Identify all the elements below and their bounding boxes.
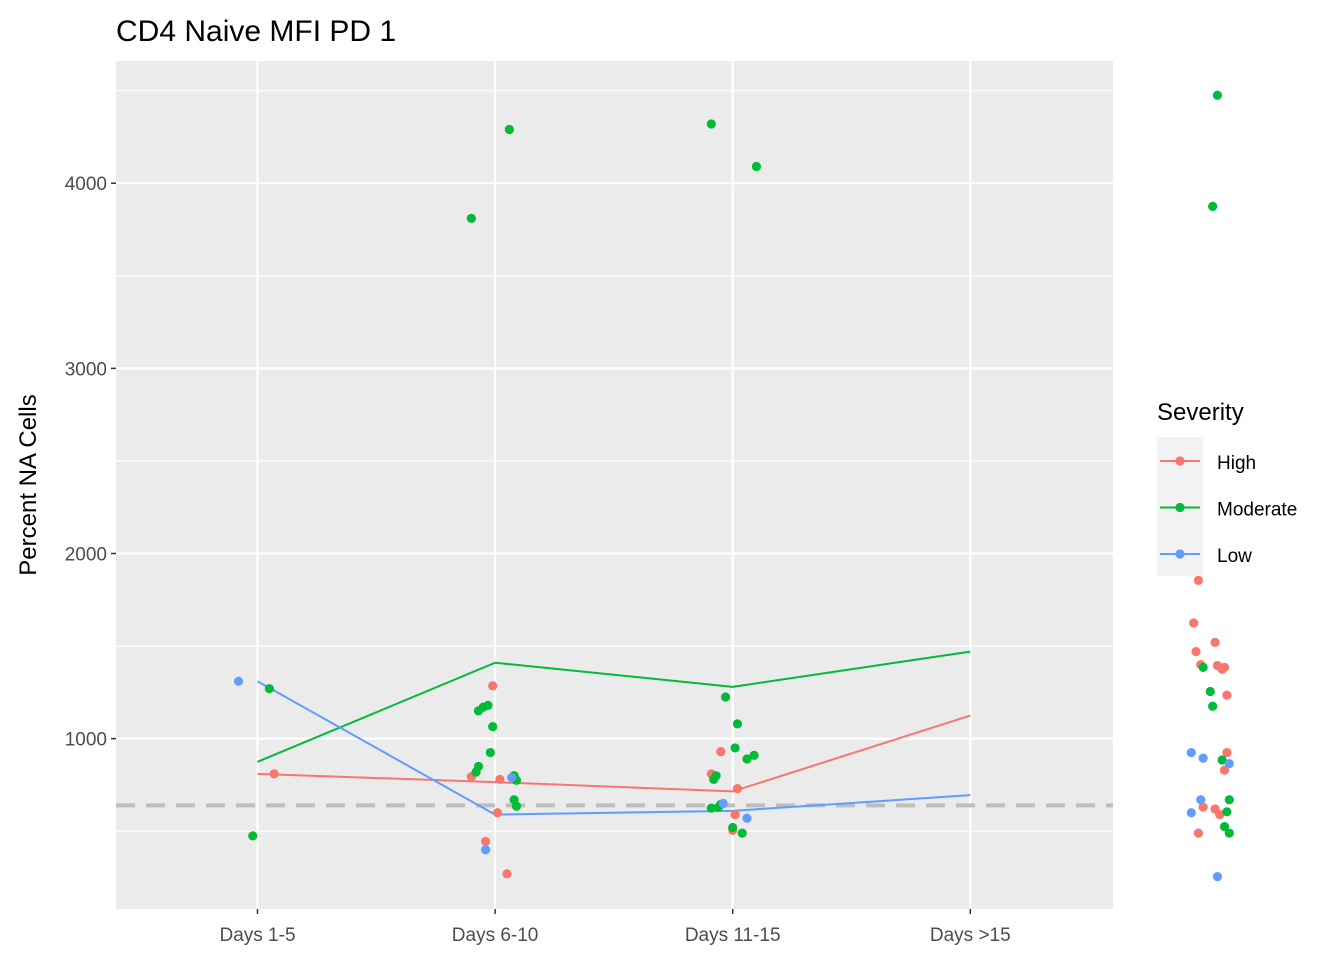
data-point-high <box>716 747 726 757</box>
data-point-high <box>1193 575 1203 585</box>
data-point-high <box>1193 828 1203 838</box>
data-point-low <box>507 772 517 783</box>
data-point-moderate <box>1208 701 1218 711</box>
data-point-moderate <box>1222 807 1232 817</box>
data-point-moderate <box>511 801 522 811</box>
data-point-moderate <box>742 754 752 764</box>
data-point-low <box>1186 808 1196 818</box>
chart-title: CD4 Naive MFI PD 1 <box>116 15 396 48</box>
legend-label-high: High <box>1217 453 1256 474</box>
data-point-moderate <box>720 692 731 702</box>
x-tick-label: Days >15 <box>930 925 1011 946</box>
data-point-moderate <box>751 161 762 172</box>
data-point-moderate <box>248 831 258 841</box>
data-point-moderate <box>749 750 759 760</box>
legend-key-point <box>1175 456 1185 466</box>
data-point-high <box>1219 765 1230 775</box>
data-point-moderate <box>706 803 716 813</box>
y-tick-label: 3000 <box>65 359 107 380</box>
data-point-high <box>488 681 498 691</box>
data-point-moderate <box>737 828 747 838</box>
data-point-high <box>495 774 505 784</box>
data-point-high <box>269 769 279 779</box>
data-point-low <box>1224 759 1234 769</box>
grid-minor <box>116 90 1113 832</box>
data-point-high <box>1189 618 1199 628</box>
y-tick-label: 4000 <box>65 174 107 195</box>
data-point-high <box>732 784 743 794</box>
series-lines <box>257 650 971 816</box>
data-point-moderate <box>732 719 743 729</box>
y-axis: 1000 2000 3000 4000 <box>65 174 116 751</box>
y-axis-label: Percent NA Cells <box>15 394 42 575</box>
data-point-high <box>502 869 512 879</box>
data-point-moderate <box>1208 201 1218 211</box>
data-point-moderate <box>1198 662 1208 672</box>
data-point-low <box>742 813 752 823</box>
data-point-high <box>480 836 491 847</box>
data-point-moderate <box>1224 828 1234 838</box>
x-tick-label: Days 11-15 <box>685 925 781 946</box>
data-point-low <box>480 845 491 855</box>
data-point-moderate <box>488 722 498 732</box>
data-point-moderate <box>473 761 484 772</box>
data-point-moderate <box>485 747 495 758</box>
data-point-high <box>1210 637 1220 647</box>
data-point-moderate <box>504 124 514 135</box>
data-point-moderate <box>1219 822 1230 832</box>
legend-title: Severity <box>1157 399 1244 426</box>
x-tick-label: Days 6-10 <box>452 925 539 946</box>
data-point-moderate <box>728 822 738 833</box>
legend-label-low: Low <box>1217 546 1252 567</box>
legend-key-point <box>1175 502 1185 513</box>
data-point-low <box>1198 753 1208 763</box>
legend-key-point <box>1175 549 1185 559</box>
series-line-moderate <box>257 650 971 763</box>
data-point-moderate <box>706 119 716 129</box>
grid-major <box>116 61 1113 909</box>
y-tick-label: 1000 <box>65 730 107 751</box>
data-point-low <box>1212 871 1223 882</box>
x-tick-label: Days 1-5 <box>219 925 295 946</box>
data-point-high <box>1215 809 1225 820</box>
data-point-low <box>233 676 244 686</box>
data-point-high <box>1222 747 1232 758</box>
x-axis: Days 1-5 Days 6-10 Days 11-15 Days >15 <box>219 909 1011 946</box>
data-point-high <box>1198 802 1208 812</box>
data-point-moderate <box>730 743 740 753</box>
legend: Severity High Moderate Low <box>1157 399 1297 576</box>
data-point-moderate <box>264 684 274 694</box>
data-point-moderate <box>483 700 493 710</box>
data-point-low <box>1196 795 1206 805</box>
data-point-high <box>492 808 503 818</box>
data-point-moderate <box>1217 755 1227 765</box>
data-point-moderate <box>1212 90 1223 100</box>
data-point-high <box>1219 662 1230 672</box>
series-line-low <box>257 680 971 816</box>
data-point-high <box>1191 647 1201 657</box>
data-point-low <box>718 798 728 809</box>
data-point-high <box>730 809 740 820</box>
plot-panel <box>116 61 1113 909</box>
data-point-low <box>1186 747 1196 758</box>
data-point-moderate <box>1205 686 1215 697</box>
legend-label-moderate: Moderate <box>1217 500 1297 521</box>
data-point-moderate <box>1224 795 1234 805</box>
data-point-high <box>1222 690 1232 700</box>
data-point-moderate <box>466 213 476 223</box>
series-points <box>233 90 1234 882</box>
series-line-high <box>257 714 971 793</box>
data-point-moderate <box>711 771 721 781</box>
y-tick-label: 2000 <box>65 545 107 566</box>
